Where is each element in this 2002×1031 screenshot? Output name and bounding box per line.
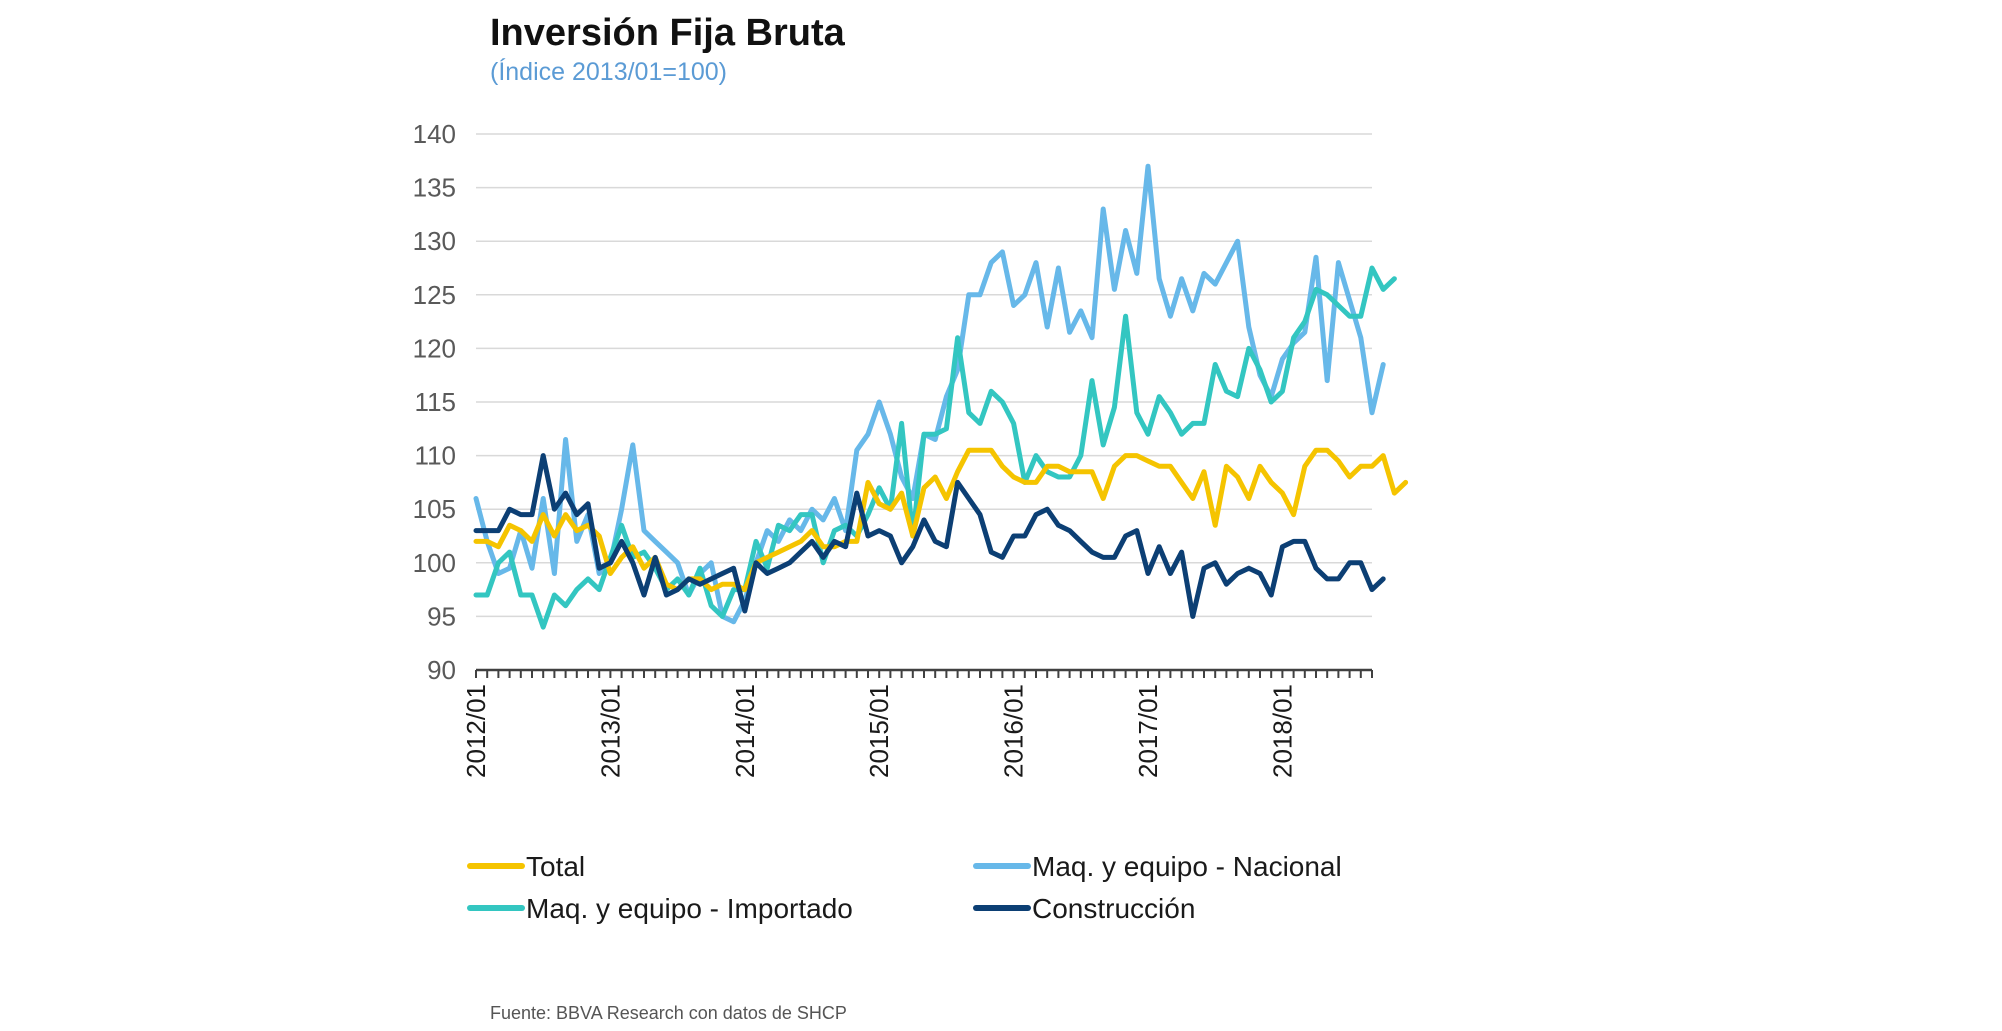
y-tick-label: 100 <box>413 548 456 578</box>
chart-title: Inversión Fija Bruta <box>490 12 845 54</box>
y-tick-label: 110 <box>415 441 456 471</box>
y-tick-label: 125 <box>413 280 456 310</box>
source-note: Fuente: BBVA Research con datos de SHCP <box>490 1003 847 1023</box>
series-lines <box>473 163 1409 630</box>
series-line-construccion <box>473 453 1386 619</box>
legend-label: Maq. y equipo - Importado <box>526 893 853 924</box>
x-tick-label: 2017/01 <box>1133 684 1163 778</box>
x-tick-label: 2013/01 <box>595 684 625 778</box>
y-tick-label: 105 <box>413 494 456 524</box>
y-tick-label: 140 <box>413 119 456 149</box>
x-tick-label: 2015/01 <box>864 684 894 778</box>
series-line-importado <box>473 265 1397 630</box>
y-tick-label: 135 <box>413 173 456 203</box>
y-axis: 90 95 100 105 110 115 120 125 130 135 140 <box>413 119 456 685</box>
legend-label: Maq. y equipo - Nacional <box>1032 851 1342 882</box>
gridlines <box>476 133 1372 618</box>
y-tick-label: 130 <box>413 226 456 256</box>
legend: Total Maq. y equipo - Nacional Maq. y equi… <box>467 851 1342 924</box>
series-line-total <box>473 447 1409 593</box>
legend-label: Construcción <box>1032 893 1195 924</box>
x-axis: 2012/01 2013/01 2014/01 2015/01 2016/01 2017/… <box>461 668 1373 778</box>
x-tick-label: 2014/01 <box>730 684 760 778</box>
y-tick-label: 120 <box>413 333 456 363</box>
x-tick-label: 2012/01 <box>461 684 491 778</box>
series-line-nacional <box>473 163 1386 625</box>
y-tick-label: 90 <box>427 655 456 685</box>
x-tick-label: 2016/01 <box>999 684 1029 778</box>
legend-label: Total <box>526 851 585 882</box>
y-tick-label: 95 <box>427 601 456 631</box>
x-tick-label: 2018/01 <box>1267 684 1297 778</box>
chart-subtitle: (Índice 2013/01=100) <box>490 58 727 86</box>
y-tick-label: 115 <box>415 387 456 417</box>
